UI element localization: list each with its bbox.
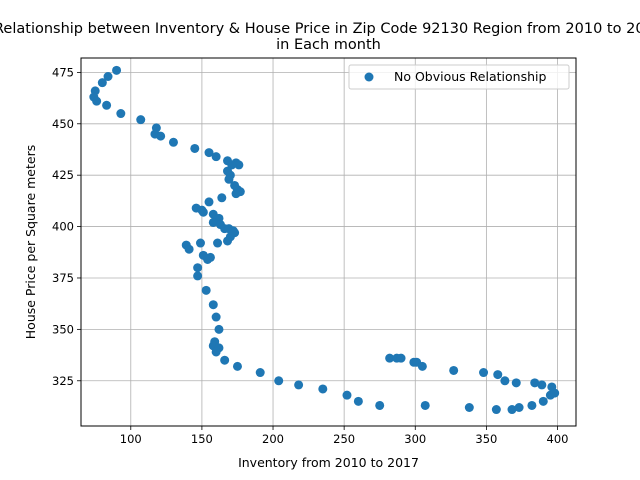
data-point [234,160,244,170]
data-point [232,361,242,371]
data-point [156,131,166,141]
y-tick-label: 375 [52,271,74,285]
y-tick-label: 350 [52,322,74,336]
data-point [396,353,406,363]
data-point [220,355,230,365]
data-point [102,100,112,110]
y-tick-label: 325 [52,374,74,388]
legend-marker [364,72,374,82]
data-point [511,378,521,388]
data-point [136,115,146,125]
data-point [479,368,489,378]
data-point [527,400,537,410]
data-point [193,263,203,273]
data-point [274,376,284,386]
data-point [255,368,265,378]
data-point [224,174,234,184]
data-point [195,238,205,248]
data-point [375,400,385,410]
data-point [231,189,241,199]
data-point [168,137,178,147]
data-point [493,370,503,380]
data-point [514,402,524,412]
data-point [103,72,113,82]
y-tick-label: 400 [52,220,74,234]
data-point [550,388,560,398]
data-point [213,238,223,248]
data-point [214,324,224,334]
data-point [537,380,547,390]
chart-title-line2: in Each month [276,37,381,53]
axis-ticks: 100 150 200 250 300 350 400 325 350 375 400 425 450 4… [52,65,568,446]
data-point [184,244,194,254]
data-point [208,217,218,227]
data-point [190,143,200,153]
data-points [89,65,560,415]
y-tick-label: 475 [52,65,74,79]
data-point [211,152,221,162]
data-point [211,347,221,357]
x-tick-label: 250 [333,432,355,446]
data-point [530,378,540,388]
legend-label: No Obvious Relationship [394,69,546,84]
data-point [193,271,203,281]
data-point [353,396,363,406]
data-point [507,405,517,415]
x-tick-label: 400 [547,432,569,446]
plot-frame [80,57,577,427]
x-tick-label: 100 [120,432,142,446]
data-point [208,300,218,310]
x-tick-label: 200 [262,432,284,446]
legend-box [348,64,570,90]
data-point [420,400,430,410]
data-point [223,236,233,246]
data-point [112,65,122,75]
data-point [92,96,102,106]
legend: No Obvious Relationship [348,64,570,90]
data-point [385,353,395,363]
y-tick-label: 425 [52,168,74,182]
data-point [217,193,227,203]
data-point [201,285,211,295]
y-axis-label: House Price per Square meters [23,145,38,339]
data-point [116,109,126,119]
x-tick-label: 150 [191,432,213,446]
x-tick-label: 350 [475,432,497,446]
data-point [203,254,213,264]
x-axis-label: Inventory from 2010 to 2017 [238,455,419,470]
grid-lines [81,58,576,426]
data-point [97,78,107,88]
data-point [342,390,352,400]
data-point [500,376,510,386]
data-point [198,207,208,217]
data-point [211,312,221,322]
data-point [318,384,328,394]
x-tick-label: 300 [404,432,426,446]
data-point [538,396,548,406]
chart-title: Relationship between Inventory & House P… [0,21,640,37]
data-point [491,405,501,415]
data-point [417,361,427,371]
data-point [294,380,304,390]
data-point [204,148,214,158]
data-point [464,402,474,412]
data-point [204,197,214,207]
data-point [449,365,459,375]
y-tick-label: 450 [52,117,74,131]
